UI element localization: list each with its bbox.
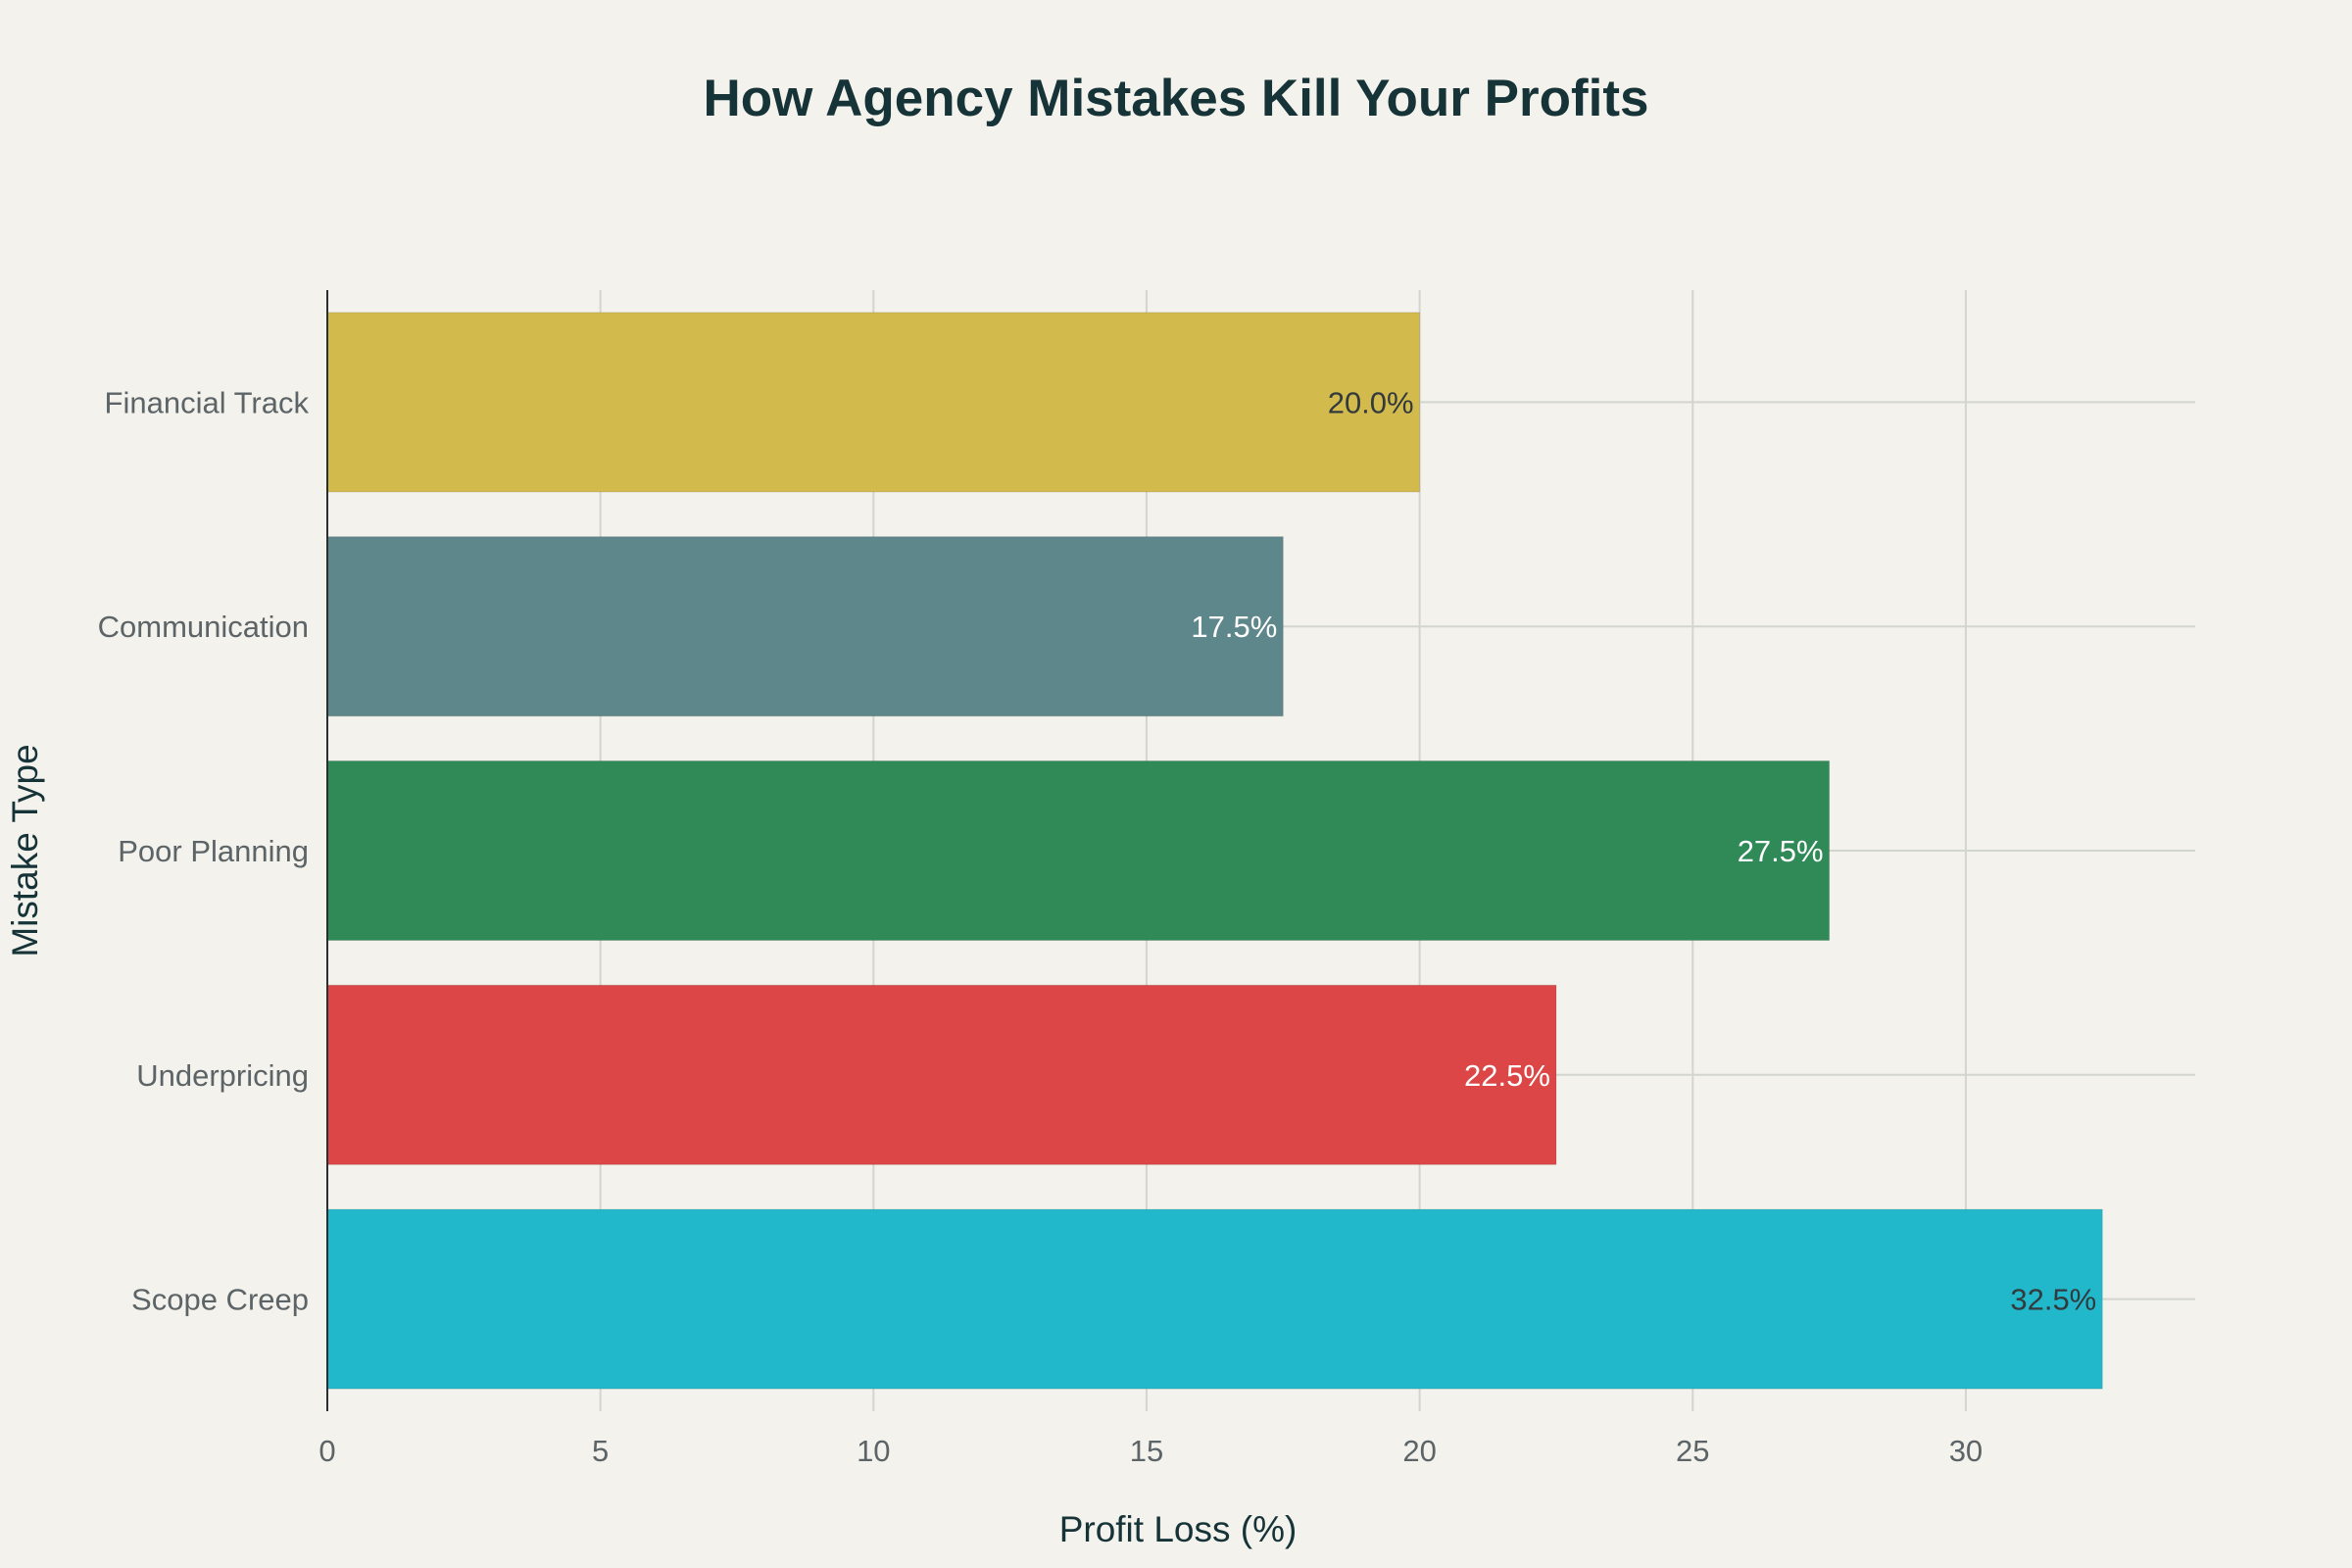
bar-financial-track [326,312,1421,493]
bar-value-label: 22.5% [1464,1058,1550,1093]
bar-value-label: 32.5% [2010,1283,2096,1317]
y-tick-label: Underpricing [136,1058,309,1093]
bar-communication [326,536,1284,717]
y-axis-title: Mistake Type [5,744,45,956]
y-tick-label: Financial Track [105,385,310,419]
x-tick-label: 10 [857,1434,890,1468]
bar-poor-planning [326,760,1831,942]
chart-title: How Agency Mistakes Kill Your Profits [703,70,1648,127]
y-tick-label: Poor Planning [118,834,309,868]
y-tick-labels: Scope Creep Underpricing Poor Planning Comm… [98,385,310,1316]
bar-labels: 32.5% 22.5% 27.5% 17.5% 20.0% [1191,385,2096,1316]
bar-value-label: 20.0% [1328,385,1414,419]
bar-scope-creep [326,1208,2103,1390]
bar-value-label: 27.5% [1738,834,1824,868]
x-tick-labels: 0 5 10 15 20 25 30 [318,1434,1983,1468]
y-tick-label: Communication [98,610,309,644]
x-tick-label: 20 [1402,1434,1436,1468]
x-tick-label: 15 [1130,1434,1163,1468]
x-tick-label: 5 [592,1434,609,1468]
x-tick-label: 0 [318,1434,335,1468]
bar-underpricing [326,984,1557,1165]
x-tick-label: 30 [1949,1434,1983,1468]
y-tick-label: Scope Creep [131,1283,309,1317]
x-axis-title: Profit Loss (%) [1059,1509,1298,1549]
bars [326,312,2103,1390]
x-tick-label: 25 [1676,1434,1709,1468]
bar-value-label: 17.5% [1191,610,1277,644]
